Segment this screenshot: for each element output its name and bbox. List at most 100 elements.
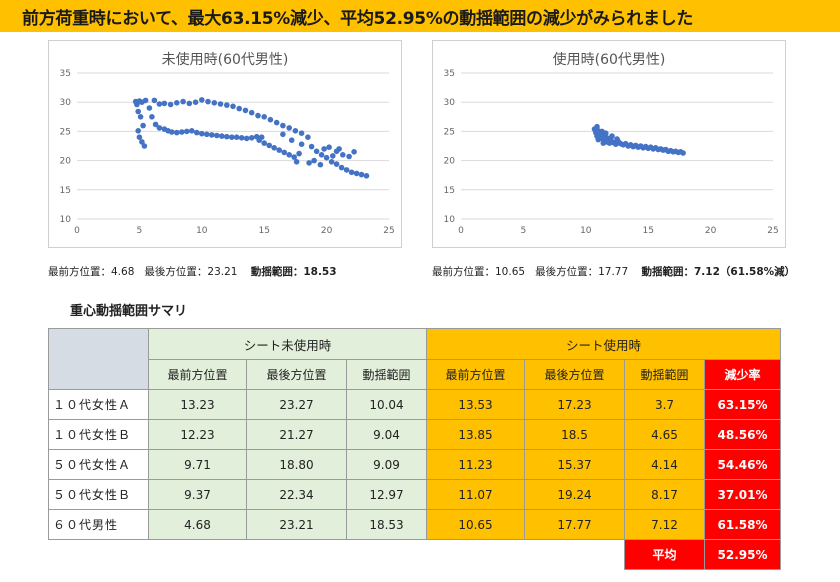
cell-reduction: 61.58% — [704, 509, 781, 540]
cell-used-range: 4.65 — [624, 419, 705, 450]
cell-used-front: 11.07 — [426, 479, 525, 510]
scatter-point — [293, 159, 300, 165]
scatter-point — [255, 112, 261, 119]
col-header-used-range: 動揺範囲 — [624, 359, 705, 390]
scatter-point — [305, 134, 311, 140]
scatter-point — [261, 140, 267, 146]
x-tick-label: 10 — [196, 226, 208, 236]
average-value: 52.95% — [704, 539, 781, 570]
scatter-point — [137, 114, 144, 120]
scatter-point — [238, 135, 245, 141]
cell-used-range: 3.7 — [624, 389, 705, 420]
table-row: ６０代男性 4.68 23.21 18.53 10.65 17.77 7.12 … — [48, 509, 781, 540]
scatter-point — [343, 167, 350, 173]
chart-used: 使用時(60代男性) 10 15 20 25 30 35 0 5 10 15 20 25 — [432, 40, 786, 248]
stat-back-value: 23.21 — [207, 266, 238, 278]
scatter-point — [261, 114, 267, 120]
y-tick-label: 20 — [444, 157, 456, 167]
scatter-point — [280, 122, 286, 129]
cell-unused-back: 23.27 — [246, 389, 347, 420]
scatter-point — [348, 169, 355, 176]
cell-reduction: 54.46% — [704, 449, 781, 480]
scatter-point — [205, 98, 211, 105]
stat-range-value: 7.12 — [694, 266, 720, 278]
scatter-point — [273, 119, 280, 126]
x-tick-label: 0 — [74, 226, 80, 236]
scatter-point — [211, 100, 218, 106]
cell-used-front: 13.85 — [426, 419, 525, 450]
cell-used-front: 13.53 — [426, 389, 525, 420]
table-row: ５０代女性Ｂ 9.37 22.34 12.97 11.07 19.24 8.17… — [48, 479, 781, 510]
scatter-point — [318, 152, 325, 158]
scatter-point — [286, 152, 292, 158]
x-tick-label: 20 — [705, 226, 717, 236]
scatter-point — [167, 101, 174, 108]
scatter-point — [217, 101, 224, 107]
stat-front-label: 最前方位置： — [48, 266, 111, 278]
header-banner: 前方荷重時において、最大63.15%減少、平均52.95%の動揺範囲の減少がみら… — [0, 0, 840, 32]
scatter-point — [306, 160, 312, 166]
summary-table: シート未使用時 シート使用時 最前方位置 最後方位置 動揺範囲 最前方位置 最後… — [48, 328, 781, 570]
y-tick-label: 35 — [60, 69, 71, 79]
scatter-point — [614, 136, 620, 142]
x-tick-label: 5 — [137, 226, 143, 236]
cell-used-range: 4.14 — [624, 449, 705, 480]
scatter-point — [333, 161, 340, 167]
stat-range-label: 動揺範囲： — [641, 266, 695, 278]
scatter-point — [152, 121, 159, 128]
scatter-point — [298, 141, 305, 147]
scatter-point — [317, 161, 324, 168]
col-header-used-front: 最前方位置 — [426, 359, 525, 390]
scatter-point — [146, 105, 153, 111]
scatter-point — [233, 134, 240, 140]
scatter-point — [243, 135, 250, 142]
stat-front-value: 10.65 — [495, 266, 526, 278]
scatter-point — [311, 157, 317, 164]
x-tick-label: 25 — [767, 226, 778, 236]
scatter-point — [313, 148, 320, 155]
stats-unused: 最前方位置：4.68 最後方位置：23.21 動揺範囲：18.53 — [48, 264, 337, 279]
scatter-point — [363, 173, 370, 179]
scatter-point — [142, 97, 149, 104]
scatter-point — [271, 145, 277, 151]
x-tick-label: 10 — [580, 226, 592, 236]
scatter-point — [180, 98, 186, 105]
scatter-point — [209, 132, 215, 138]
scatter-point — [140, 122, 146, 129]
group-header-unused: シート未使用時 — [148, 328, 427, 360]
x-tick-label: 25 — [383, 226, 394, 236]
scatter-point — [242, 107, 249, 114]
scatter-point — [680, 150, 686, 156]
cell-unused-front: 9.71 — [148, 449, 247, 480]
table-row: １０代女性Ａ 13.23 23.27 10.04 13.53 17.23 3.7… — [48, 389, 781, 420]
cell-unused-range: 18.53 — [346, 509, 427, 540]
scatter-point — [248, 109, 255, 116]
stat-front-label: 最前方位置： — [432, 266, 495, 278]
scatter-point — [179, 129, 185, 135]
x-tick-label: 20 — [321, 226, 333, 236]
stats-used: 最前方位置：10.65 最後方位置：17.77 動揺範囲：7.12（61.58%… — [432, 264, 795, 279]
scatter-point — [288, 137, 295, 143]
cell-reduction: 37.01% — [704, 479, 781, 510]
scatter-point — [595, 136, 602, 143]
table-corner — [48, 328, 149, 390]
cell-unused-front: 4.68 — [148, 509, 247, 540]
average-spacer — [49, 540, 625, 570]
y-tick-label: 30 — [60, 98, 72, 108]
stat-range-note: （61.58%減） — [719, 266, 796, 278]
scatter-point — [286, 125, 292, 131]
row-label: ５０代女性Ｂ — [48, 479, 149, 510]
scatter-point — [174, 129, 180, 136]
stat-range-label: 動揺範囲： — [250, 266, 304, 278]
cell-used-front: 10.65 — [426, 509, 525, 540]
scatter-point — [600, 140, 607, 146]
scatter-point — [230, 103, 236, 110]
y-tick-label: 25 — [60, 127, 71, 137]
scatter-point — [358, 171, 365, 178]
cell-used-range: 7.12 — [624, 509, 705, 540]
y-tick-label: 10 — [60, 215, 72, 225]
scatter-point — [323, 154, 330, 161]
scatter-plot-unused: 10 15 20 25 30 35 0 5 10 15 20 25 — [60, 69, 395, 236]
cell-unused-back: 18.80 — [246, 449, 347, 480]
scatter-point — [336, 146, 342, 152]
